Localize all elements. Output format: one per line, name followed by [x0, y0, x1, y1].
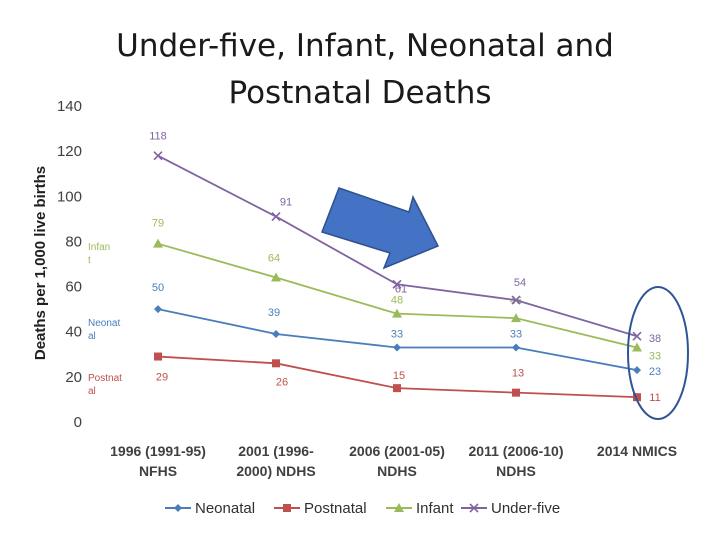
data-label: 11 [649, 392, 660, 404]
series-under-five: 118 91 61 54 38 [149, 131, 661, 346]
trend-arrow-shape [321, 187, 440, 270]
data-label: 33 [391, 329, 403, 341]
series-side-label: Neonat [88, 318, 120, 329]
data-label: 26 [276, 376, 288, 388]
series-side-label: t [88, 255, 91, 266]
series-side-label: Postnat [88, 373, 122, 384]
chart-title: Under-five, Infant, Neonatal and Postnat… [116, 28, 614, 111]
series-side-label: al [88, 386, 96, 397]
y-tick-label: 120 [57, 143, 82, 160]
data-point-marker [154, 352, 162, 361]
data-label: 33 [649, 351, 661, 363]
x-category-label: NFHS [139, 463, 177, 479]
data-label: 48 [391, 295, 403, 307]
x-category-label: 2000) NDHS [236, 463, 315, 479]
highlight-ellipse [627, 286, 689, 420]
data-point-marker [393, 343, 401, 352]
data-label: 29 [156, 372, 168, 384]
y-tick-label: 60 [65, 279, 82, 296]
data-label: 39 [268, 307, 280, 319]
x-category-label: 1996 (1991-95) [110, 443, 206, 459]
data-point-marker [512, 343, 520, 352]
data-point-marker [393, 384, 401, 393]
data-label: 79 [152, 218, 164, 230]
legend-label: Neonatal [195, 500, 255, 517]
data-label: 64 [268, 253, 280, 265]
data-label: 23 [649, 366, 661, 378]
series-neonatal: 50 39 33 33 23 [152, 282, 661, 378]
data-label: 118 [149, 131, 167, 143]
y-axis-label: Deaths per 1,000 live births [32, 166, 49, 360]
legend-item-neonatal: Neonatal [165, 500, 255, 517]
data-point-marker [511, 313, 521, 323]
data-point-marker [632, 331, 642, 341]
legend: Neonatal Postnatal Infant Under-five [165, 500, 560, 517]
y-tick-label: 40 [65, 324, 82, 341]
chart-title-line-1: Under-five, Infant, Neonatal and [116, 28, 614, 64]
x-axis-categories: 1996 (1991-95) NFHS 2001 (1996- 2000) NDHS 2… [110, 443, 677, 479]
series-side-label: Infan [88, 242, 110, 253]
data-label: 91 [280, 197, 292, 209]
data-point-marker [272, 329, 280, 338]
x-category-label: NDHS [496, 463, 536, 479]
data-point-marker [392, 279, 402, 289]
data-point-marker [632, 342, 642, 352]
data-label: 15 [393, 370, 405, 382]
y-tick-label: 20 [65, 369, 82, 386]
legend-marker [469, 503, 479, 513]
data-label: 54 [514, 277, 526, 289]
legend-item-postnatal: Postnatal [274, 500, 367, 517]
data-label: 50 [152, 282, 164, 294]
data-point-marker [153, 238, 163, 248]
x-category-label: NDHS [377, 463, 417, 479]
data-point-marker [272, 359, 280, 368]
data-label: 61 [395, 283, 407, 295]
x-category-label: 2011 (2006-10) [469, 443, 564, 459]
legend-item-under-five: Under-five [461, 500, 560, 517]
data-label: 33 [510, 329, 522, 341]
data-point-marker [512, 388, 520, 397]
data-point-marker [633, 366, 641, 375]
legend-label: Postnatal [304, 500, 367, 517]
data-point-marker [153, 151, 163, 161]
trend-arrow [321, 187, 440, 270]
data-point-marker [271, 272, 281, 282]
series-side-labels: Infan t Neonat al Postnat al [88, 242, 122, 397]
data-label: 13 [512, 368, 524, 380]
data-point-marker [154, 305, 162, 314]
x-category-label: 2001 (1996- [238, 443, 314, 459]
x-category-label: 2006 (2001-05) [349, 443, 445, 459]
series-side-label: al [88, 331, 96, 342]
legend-label: Under-five [491, 500, 560, 517]
legend-item-infant: Infant [386, 500, 454, 517]
y-axis-ticks: 0 20 40 60 80 100 120 140 [57, 98, 82, 431]
legend-marker [394, 503, 404, 512]
data-label: 38 [649, 333, 661, 345]
y-tick-label: 100 [57, 188, 82, 205]
data-point-marker [511, 295, 521, 305]
y-tick-label: 80 [65, 233, 82, 250]
y-tick-label: 140 [57, 98, 82, 115]
legend-marker [174, 504, 182, 512]
data-point-marker [271, 212, 281, 222]
legend-marker [283, 504, 291, 512]
y-tick-label: 0 [74, 414, 82, 431]
series-postnatal: 29 26 15 13 11 [154, 352, 661, 404]
chart-title-line-2: Postnatal Deaths [228, 75, 491, 111]
legend-label: Infant [416, 500, 454, 517]
data-point-marker [392, 308, 402, 318]
data-point-marker [633, 393, 641, 402]
x-category-label: 2014 NMICS [597, 443, 677, 459]
